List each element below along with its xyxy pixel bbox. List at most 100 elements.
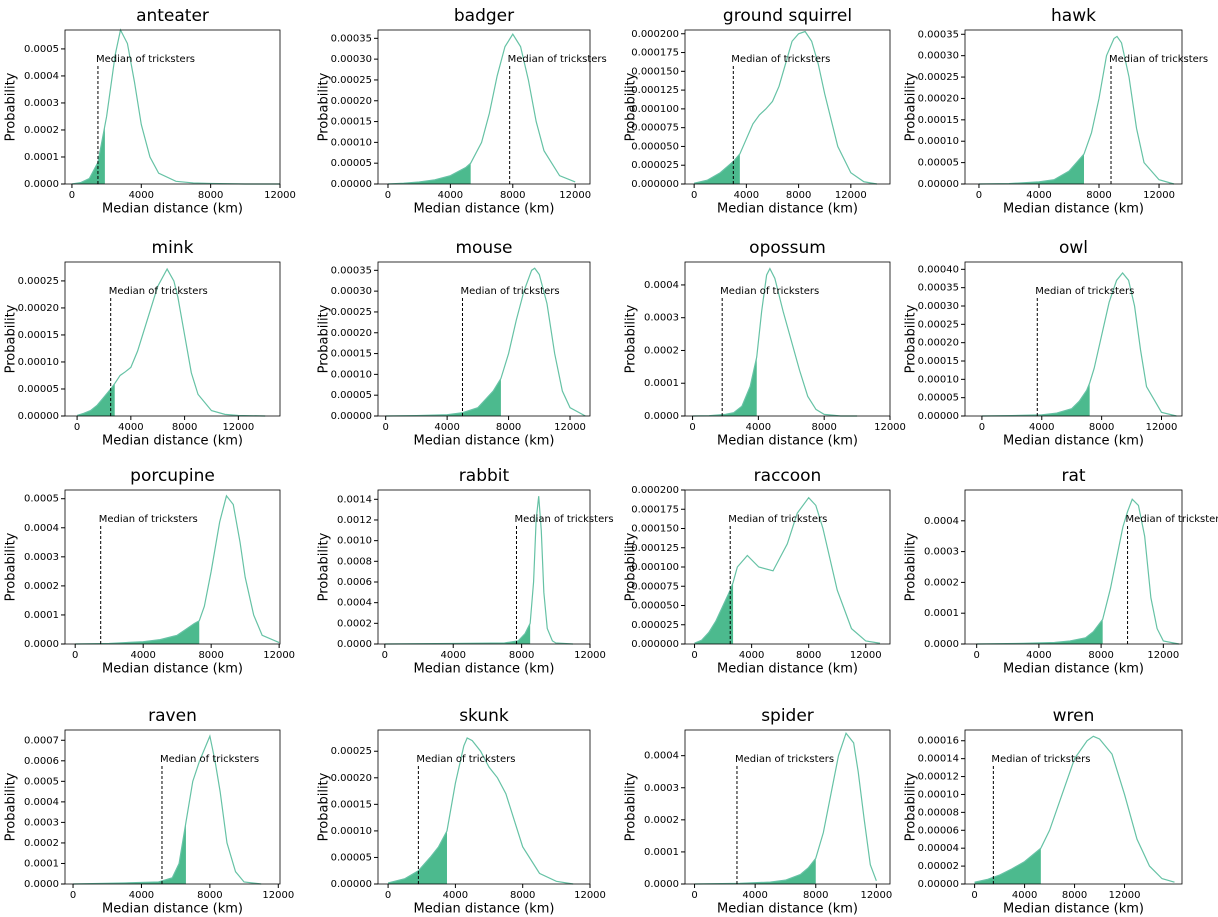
x-tick-label: 4000 (129, 190, 154, 201)
y-tick-label: 0.0003 (924, 547, 959, 558)
x-axis-label: Median distance (km) (414, 902, 555, 917)
shaded-area (692, 357, 757, 416)
y-tick-label: 0.000000 (631, 639, 679, 650)
y-tick-label: 0.00025 (331, 75, 372, 86)
y-tick-label: 0.00000 (331, 411, 372, 422)
annotation: Median of tricksters (99, 514, 198, 525)
subplot: Median of tricksters 0 4000 8000 12000 0.0000… (317, 706, 606, 917)
y-tick-label: 0.000175 (631, 48, 679, 59)
y-tick-label: 0.00035 (331, 265, 372, 276)
x-axis-label: Median distance (km) (414, 662, 555, 677)
y-tick-label: 0.00005 (331, 158, 372, 169)
shaded-area (384, 623, 531, 644)
plot-frame (377, 29, 591, 185)
y-tick-label: 0.00002 (918, 861, 959, 872)
y-tick-label: 0.000150 (631, 66, 679, 77)
y-tick-label: 0.0014 (337, 494, 372, 505)
x-tick-label: 12000 (850, 650, 882, 661)
density-curve (694, 30, 878, 185)
x-tick-label: 0 (70, 890, 76, 901)
x-tick-label: 12000 (574, 890, 606, 901)
density-curve (692, 267, 858, 417)
density-curve (385, 267, 586, 417)
subplot: Median of tricksters 0 4000 8000 12000 0.0000… (904, 238, 1183, 449)
x-tick-label: 8000 (803, 890, 828, 901)
y-tick-label: 0.0010 (337, 536, 372, 547)
chart-title: skunk (459, 706, 509, 726)
subplot: Median of tricksters 0 4000 8000 12000 0.0000… (624, 706, 893, 917)
x-tick-label: 0 (691, 890, 697, 901)
shaded-area (73, 822, 186, 884)
x-axis-label: Median distance (km) (102, 902, 243, 917)
shaded-area (387, 163, 471, 184)
density-curve (73, 734, 262, 885)
y-tick-label: 0.0002 (24, 838, 59, 849)
x-axis-label: Median distance (km) (414, 434, 555, 449)
y-tick-label: 0.00010 (918, 374, 959, 385)
x-tick-label: 12000 (1147, 650, 1179, 661)
y-tick-label: 0.0007 (24, 735, 59, 746)
y-tick-label: 0.00025 (331, 746, 372, 757)
subplot: Median of tricksters 0 4000 8000 12000 0.0000… (317, 466, 614, 677)
plot-frame (684, 729, 891, 885)
x-tick-label: 12000 (263, 650, 295, 661)
y-axis-label: Probability (317, 72, 332, 141)
x-axis-label: Median distance (km) (1003, 662, 1144, 677)
x-axis-label: Median distance (km) (717, 202, 858, 217)
y-tick-label: 0.0004 (24, 523, 59, 534)
annotation: Median of tricksters (728, 514, 827, 525)
y-tick-label: 0.00020 (331, 328, 372, 339)
x-axis-label: Median distance (km) (717, 902, 858, 917)
y-axis-label: Probability (317, 772, 332, 841)
chart-title: opossum (749, 238, 826, 258)
x-tick-label: 8000 (198, 650, 223, 661)
y-tick-label: 0.00014 (918, 754, 959, 765)
shaded-area (694, 858, 816, 884)
y-tick-label: 0.0005 (24, 776, 59, 787)
annotation: Median of tricksters (514, 514, 613, 525)
x-tick-label: 8000 (510, 890, 535, 901)
y-tick-label: 0.00005 (918, 158, 959, 169)
y-tick-label: 0.00015 (331, 117, 372, 128)
y-axis-label: Probability (4, 772, 19, 841)
subplot: Median of tricksters 0 4000 8000 12000 0.0000… (904, 466, 1218, 677)
x-tick-label: 0 (385, 190, 391, 201)
chart-title: porcupine (130, 466, 215, 486)
x-tick-label: 8000 (811, 422, 836, 433)
y-axis-label: Probability (904, 532, 919, 601)
y-tick-label: 0.0006 (337, 577, 372, 588)
subplot: Median of tricksters 0 4000 8000 12000 0.0000… (624, 6, 891, 217)
y-tick-label: 0.0004 (24, 71, 59, 82)
y-tick-label: 0.00000 (18, 411, 59, 422)
y-axis-label: Probability (904, 304, 919, 373)
x-tick-label: 12000 (554, 422, 586, 433)
y-tick-label: 0.00012 (918, 772, 959, 783)
x-tick-label: 12000 (574, 650, 606, 661)
y-tick-label: 0.0002 (644, 345, 679, 356)
y-tick-label: 0.00005 (18, 384, 59, 395)
y-tick-label: 0.00020 (918, 93, 959, 104)
x-tick-label: 4000 (129, 890, 154, 901)
y-tick-label: 0.0002 (924, 577, 959, 588)
x-tick-label: 0 (72, 650, 78, 661)
y-tick-label: 0.0002 (337, 618, 372, 629)
x-tick-label: 4000 (1012, 890, 1037, 901)
y-tick-label: 0.000150 (631, 524, 679, 535)
plot-frame (377, 489, 591, 645)
y-axis-label: Probability (904, 772, 919, 841)
subplot: Median of tricksters 0 4000 8000 12000 0.0000… (624, 238, 906, 449)
x-tick-label: 12000 (559, 190, 591, 201)
y-tick-label: 0.0001 (24, 858, 59, 869)
x-tick-label: 8000 (1089, 422, 1114, 433)
y-tick-label: 0.000200 (631, 29, 679, 40)
y-tick-label: 0.0002 (644, 815, 679, 826)
plot-frame (64, 29, 281, 185)
chart-title: mink (152, 238, 194, 258)
x-tick-label: 8000 (1062, 890, 1087, 901)
y-tick-label: 0.000050 (631, 141, 679, 152)
chart-title: owl (1059, 238, 1088, 258)
y-tick-label: 0.000175 (631, 504, 679, 515)
y-tick-label: 0.0000 (337, 639, 372, 650)
y-tick-label: 0.00020 (331, 773, 372, 784)
